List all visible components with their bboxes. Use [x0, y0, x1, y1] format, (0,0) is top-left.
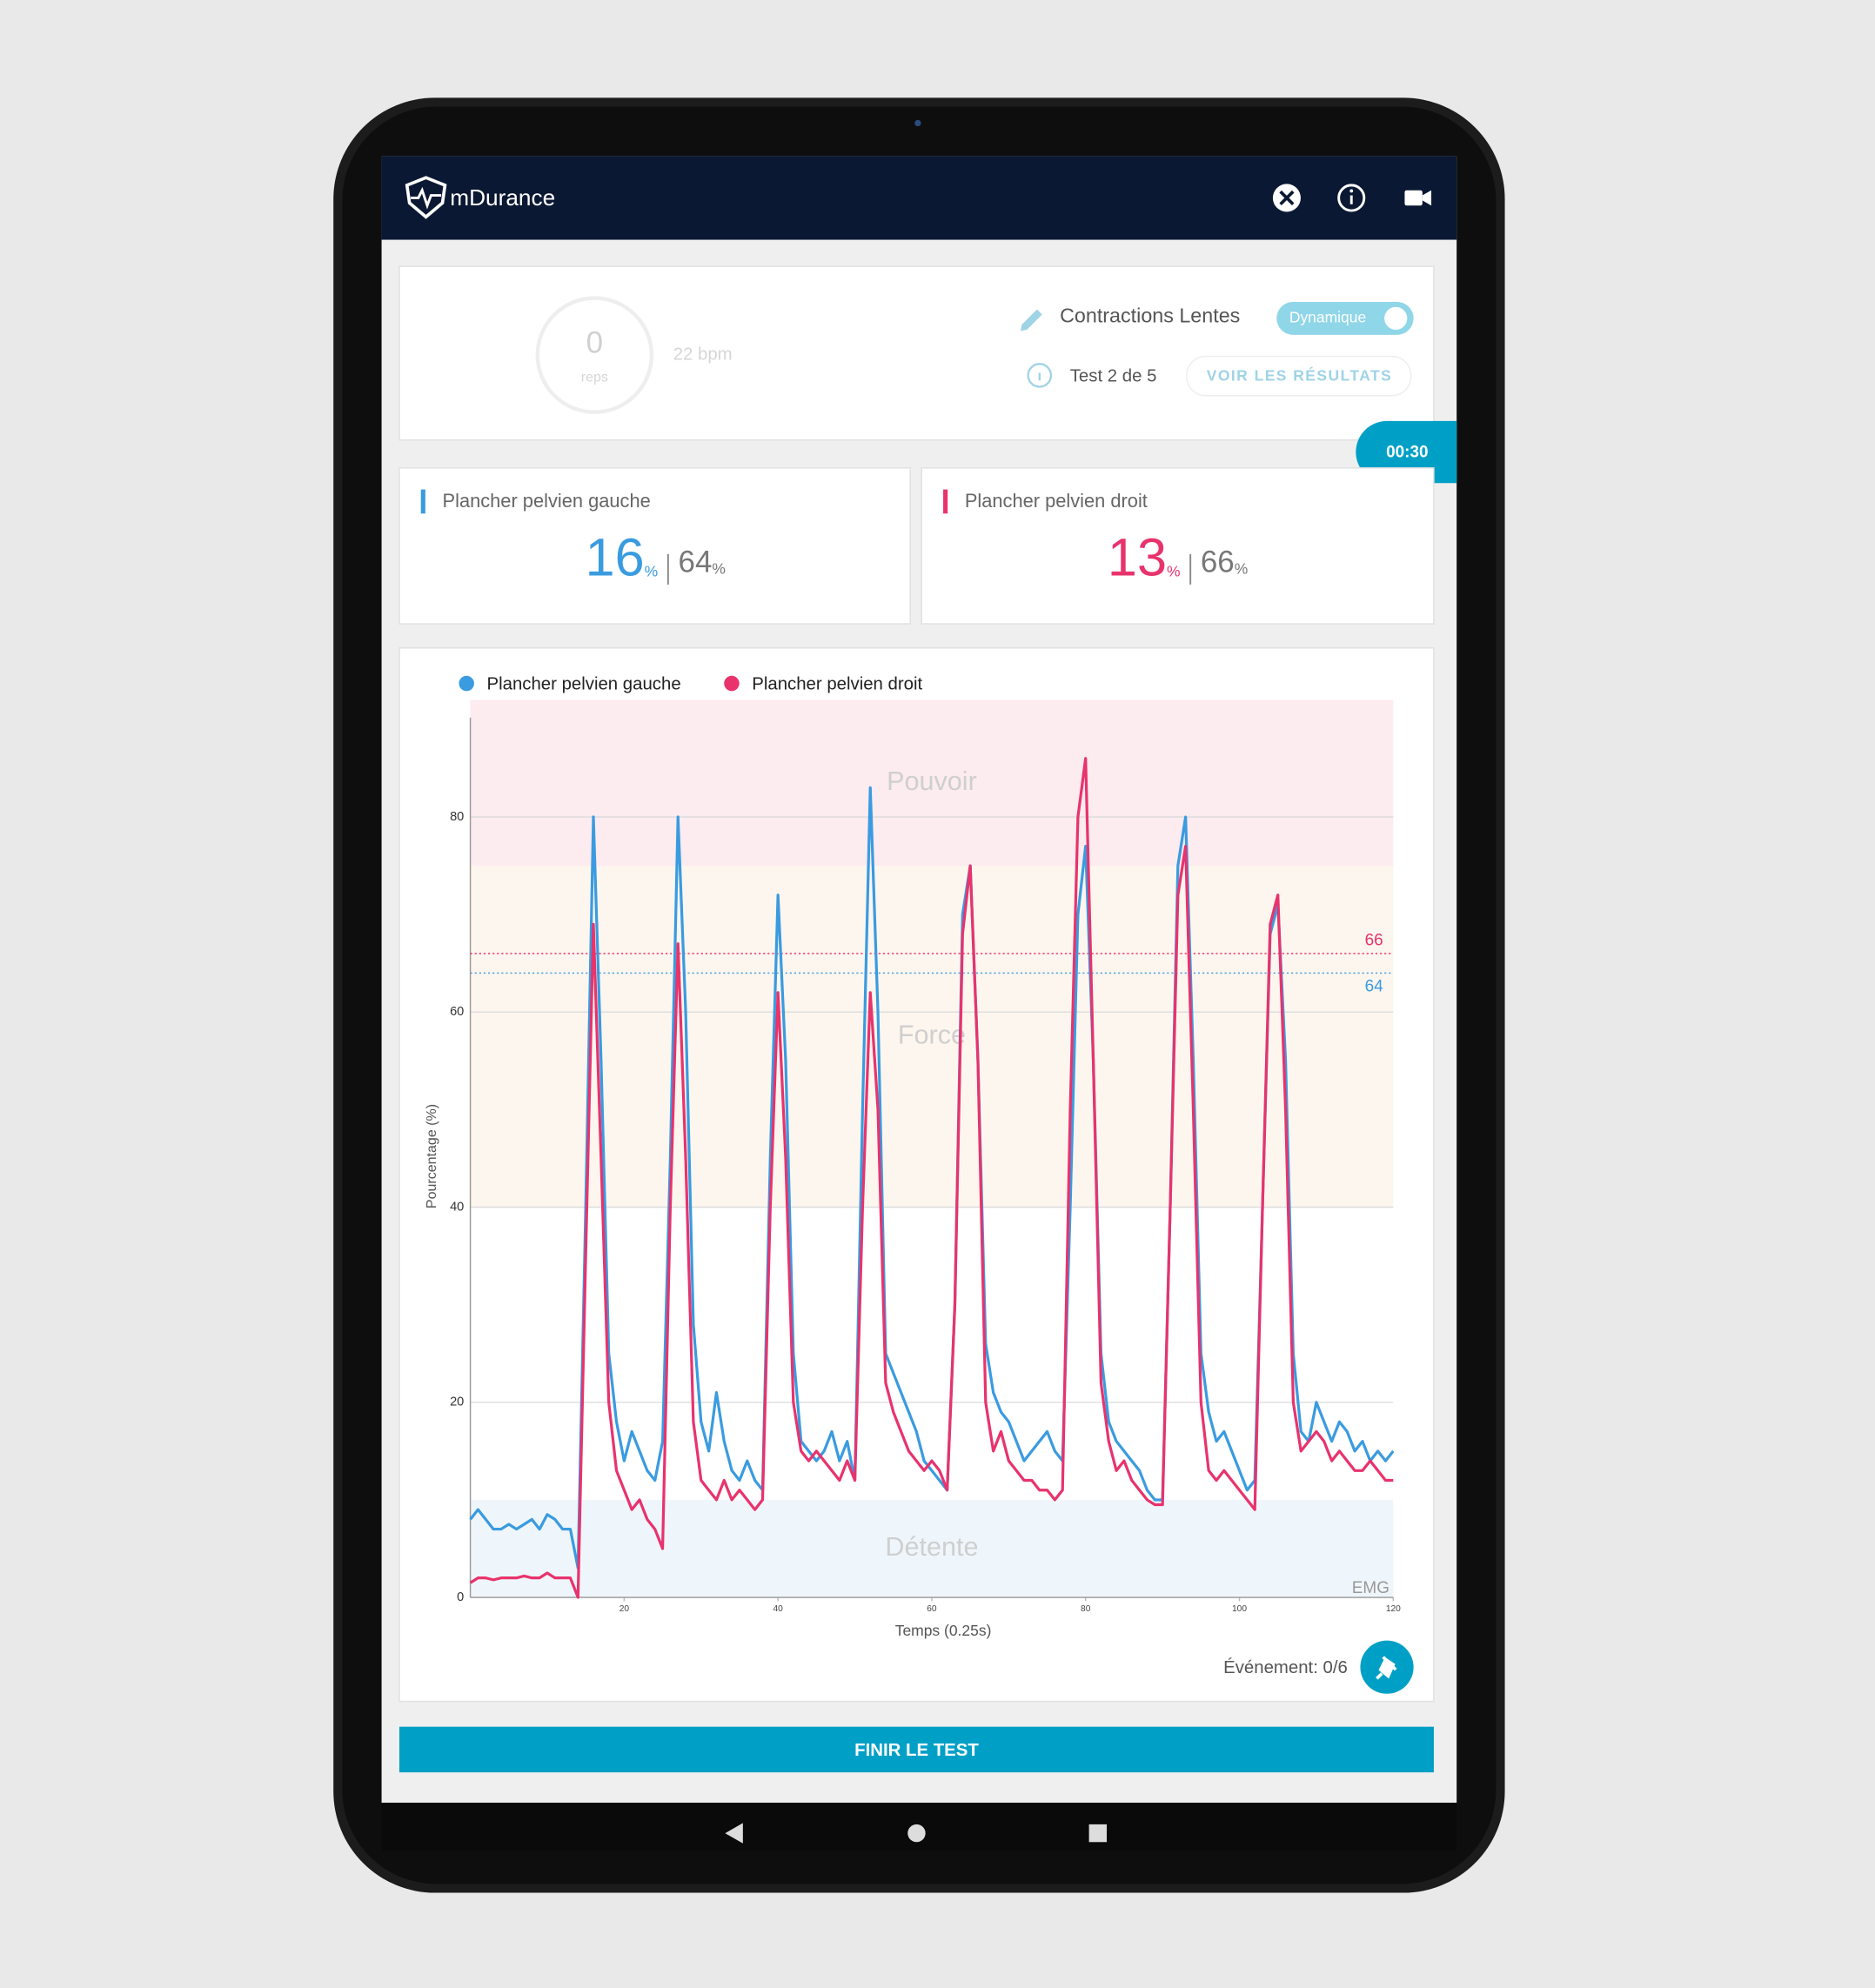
legend-marker [724, 675, 740, 692]
finish-button-label: FINIR LE TEST [854, 1741, 979, 1760]
nav-recent[interactable] [1088, 1824, 1108, 1843]
x-axis-label: Temps (0.25s) [895, 1622, 992, 1639]
test-info-icon [1027, 363, 1053, 388]
video-button[interactable] [1404, 190, 1432, 206]
card-unit: % [1167, 562, 1181, 579]
mode-label: Dynamique [1289, 309, 1366, 326]
y-tick-label: 40 [450, 1200, 464, 1214]
card-values: 16% 64% [586, 528, 726, 587]
reps-label: reps [581, 370, 608, 385]
test-progress: Test 2 de 5 [1070, 366, 1157, 385]
mode-toggle[interactable]: Dynamique [1276, 301, 1414, 335]
card-max-unit: % [1235, 559, 1249, 577]
rate: 22 bpm [673, 345, 733, 365]
card-max: 66 [1201, 546, 1235, 579]
camera [914, 119, 921, 127]
card-values: 13% 66% [1108, 528, 1248, 587]
results-button-label: VOIR LES RÉSULTATS [1207, 366, 1393, 385]
card-title: Plancher pelvien gauche [443, 490, 651, 512]
card-panel [398, 467, 911, 625]
results-button[interactable]: VOIR LES RÉSULTATS [1186, 355, 1412, 397]
zone [470, 699, 1394, 867]
zone-label: Pouvoir [887, 766, 977, 796]
x-tick-label: 120 [1386, 1604, 1401, 1614]
logo [405, 176, 447, 219]
x-tick-label: 20 [619, 1604, 630, 1614]
card-current: 13 [1108, 528, 1167, 587]
test-info-icon-bar [1038, 372, 1041, 381]
y-tick-label: 20 [450, 1396, 464, 1409]
nav-back[interactable] [725, 1823, 743, 1844]
threshold-label: 66 [1365, 931, 1383, 949]
zone [470, 866, 1394, 1208]
y-tick-label: 80 [450, 810, 464, 824]
edit-icon[interactable] [1020, 309, 1042, 331]
close-button[interactable] [1272, 184, 1301, 212]
y-axis-label: Pourcentage (%) [424, 1104, 439, 1208]
card-max-unit: % [712, 559, 726, 577]
summary-panel [398, 265, 1435, 441]
y-tick-label: 0 [457, 1590, 464, 1604]
zone [470, 1499, 1394, 1598]
card-title: Plancher pelvien droit [965, 490, 1148, 512]
card-accent [943, 489, 948, 514]
event-counter: Événement: 0/6 [1223, 1657, 1348, 1677]
card-panel [921, 467, 1435, 625]
x-tick-label: 40 [773, 1604, 783, 1614]
finish-button[interactable]: FINIR LE TEST [398, 1726, 1434, 1773]
legend-label: Plancher pelvien gauche [487, 674, 681, 693]
logo-pulse [411, 186, 442, 210]
app-name: mDurance [450, 184, 555, 211]
chart: Pouvoir Force Détente 0 20 40 60 80 20 40 60 80 100 1… [424, 674, 1401, 1639]
nav-home[interactable] [907, 1824, 926, 1843]
reps-ring [535, 296, 654, 414]
reps-count: 0 [586, 326, 603, 360]
exercise-name: Contractions Lentes [1060, 305, 1240, 327]
y-tick-label: 60 [450, 1005, 464, 1019]
x-tick-label: 100 [1232, 1604, 1247, 1614]
corner-label: EMG [1352, 1579, 1390, 1597]
card-accent [420, 489, 425, 514]
info-button[interactable] [1337, 184, 1366, 212]
x-tick-label: 80 [1081, 1604, 1091, 1614]
event-pin-button[interactable] [1360, 1640, 1414, 1694]
card-right: Plancher pelvien droit 13% 66% [921, 467, 1435, 625]
card-left: Plancher pelvien gauche 16% 64% [398, 467, 911, 625]
legend-label: Plancher pelvien droit [752, 674, 922, 693]
threshold-label: 64 [1365, 977, 1383, 995]
card-current: 16 [586, 528, 645, 587]
zone-label: Force [898, 1020, 966, 1049]
card-unit: % [645, 562, 659, 579]
legend-marker [459, 675, 474, 692]
timer: 00:30 [1386, 443, 1428, 461]
series-line [469, 757, 1394, 1599]
zone-label: Détente [885, 1532, 978, 1562]
x-tick-label: 60 [927, 1604, 937, 1614]
card-max: 64 [679, 546, 713, 579]
series-line [469, 786, 1395, 1570]
